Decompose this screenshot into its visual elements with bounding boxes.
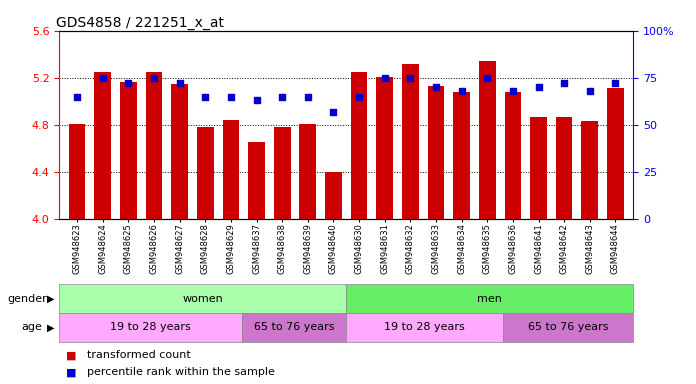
- Point: [328, 109, 339, 115]
- Point: [456, 88, 467, 94]
- Text: gender: gender: [7, 293, 47, 304]
- Bar: [607, 88, 624, 219]
- Point: [174, 80, 185, 86]
- Point: [559, 80, 570, 86]
- Text: ▶: ▶: [47, 322, 54, 333]
- Bar: [248, 142, 265, 219]
- Bar: [59, 284, 347, 313]
- Text: 65 to 76 years: 65 to 76 years: [254, 322, 334, 333]
- Point: [302, 93, 313, 99]
- Bar: [503, 313, 633, 342]
- Bar: [120, 83, 136, 219]
- Text: age: age: [21, 322, 42, 333]
- Point: [430, 84, 441, 90]
- Bar: [242, 313, 347, 342]
- Point: [533, 84, 544, 90]
- Text: women: women: [182, 293, 223, 304]
- Point: [379, 75, 390, 81]
- Bar: [59, 313, 242, 342]
- Bar: [274, 127, 290, 219]
- Text: men: men: [477, 293, 503, 304]
- Text: GDS4858 / 221251_x_at: GDS4858 / 221251_x_at: [56, 16, 224, 30]
- Bar: [453, 92, 470, 219]
- Text: transformed count: transformed count: [87, 350, 191, 360]
- Bar: [479, 61, 496, 219]
- Point: [507, 88, 519, 94]
- Point: [72, 93, 83, 99]
- Text: ■: ■: [66, 350, 77, 360]
- Point: [122, 80, 134, 86]
- Text: ▶: ▶: [47, 293, 54, 304]
- Bar: [95, 72, 111, 219]
- Text: 19 to 28 years: 19 to 28 years: [384, 322, 465, 333]
- Bar: [351, 72, 367, 219]
- Bar: [325, 172, 342, 219]
- Bar: [427, 86, 444, 219]
- Bar: [171, 84, 188, 219]
- Point: [276, 93, 287, 99]
- Text: 19 to 28 years: 19 to 28 years: [110, 322, 191, 333]
- Bar: [377, 76, 393, 219]
- Point: [200, 93, 211, 99]
- Bar: [581, 121, 598, 219]
- Point: [482, 75, 493, 81]
- Text: percentile rank within the sample: percentile rank within the sample: [87, 367, 275, 377]
- Bar: [347, 313, 503, 342]
- Text: ■: ■: [66, 367, 77, 377]
- Bar: [347, 284, 633, 313]
- Bar: [69, 124, 86, 219]
- Point: [405, 75, 416, 81]
- Bar: [402, 64, 419, 219]
- Bar: [556, 117, 573, 219]
- Point: [148, 75, 159, 81]
- Bar: [530, 117, 547, 219]
- Point: [251, 97, 262, 103]
- Bar: [197, 127, 214, 219]
- Text: 65 to 76 years: 65 to 76 years: [528, 322, 608, 333]
- Point: [584, 88, 595, 94]
- Point: [226, 93, 237, 99]
- Bar: [299, 124, 316, 219]
- Point: [354, 93, 365, 99]
- Bar: [223, 120, 239, 219]
- Point: [610, 80, 621, 86]
- Point: [97, 75, 109, 81]
- Bar: [145, 72, 162, 219]
- Bar: [505, 92, 521, 219]
